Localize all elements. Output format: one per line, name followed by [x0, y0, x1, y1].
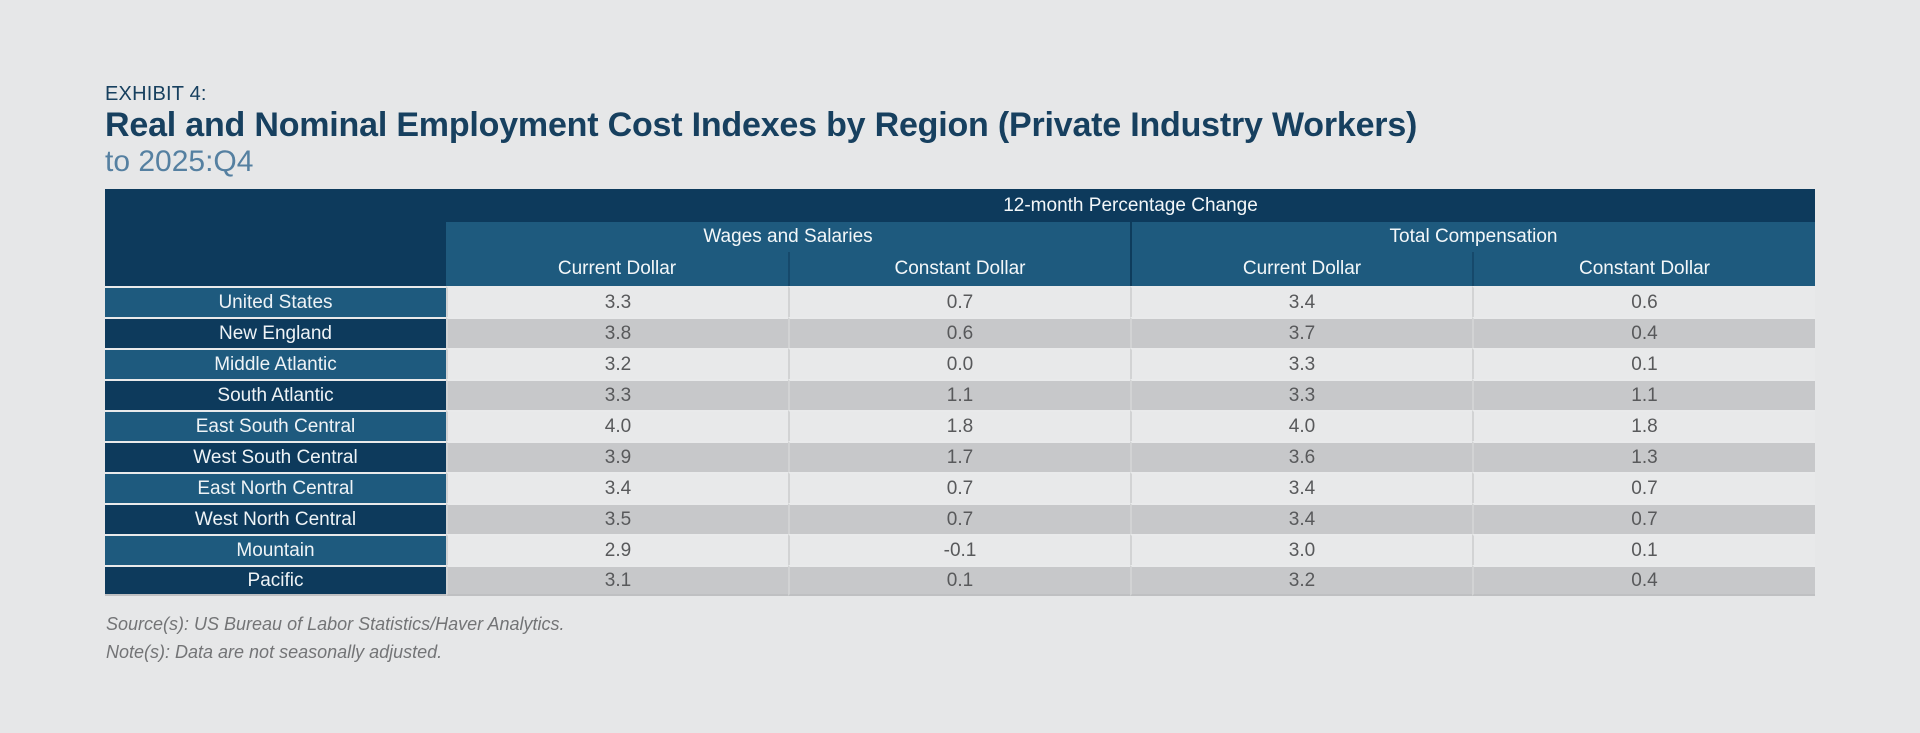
table-row: Mountain 2.9 -0.1 3.0 0.1 [105, 534, 1815, 565]
value-cell: 3.4 [446, 472, 788, 503]
table-row: West South Central 3.9 1.7 3.6 1.3 [105, 441, 1815, 472]
value-cell: 3.4 [1130, 503, 1472, 534]
value-cell: -0.1 [788, 534, 1130, 565]
region-label: East North Central [105, 472, 446, 503]
value-cell: 0.0 [788, 348, 1130, 379]
value-cell: 0.6 [1472, 286, 1815, 317]
value-cell: 3.4 [1130, 472, 1472, 503]
value-cell: 3.8 [446, 317, 788, 348]
column-header-ws-current-dollar: Current Dollar [446, 252, 788, 286]
value-cell: 3.3 [446, 379, 788, 410]
page-subtitle: to 2025:Q4 [105, 145, 254, 178]
value-cell: 0.7 [1472, 472, 1815, 503]
employment-cost-index-table: 12-month Percentage Change Wages and Sal… [105, 189, 1815, 596]
table-row: United States 3.3 0.7 3.4 0.6 [105, 286, 1815, 317]
value-cell: 3.9 [446, 441, 788, 472]
value-cell: 3.6 [1130, 441, 1472, 472]
table-title: 12-month Percentage Change [446, 189, 1815, 222]
value-cell: 3.3 [1130, 348, 1472, 379]
table-row: East North Central 3.4 0.7 3.4 0.7 [105, 472, 1815, 503]
region-label: West South Central [105, 441, 446, 472]
value-cell: 0.4 [1472, 565, 1815, 596]
page-title: Real and Nominal Employment Cost Indexes… [105, 106, 1418, 144]
table-corner-cell [105, 189, 446, 286]
value-cell: 3.1 [446, 565, 788, 596]
value-cell: 1.8 [1472, 410, 1815, 441]
value-cell: 3.4 [1130, 286, 1472, 317]
value-cell: 0.7 [788, 286, 1130, 317]
value-cell: 0.7 [1472, 503, 1815, 534]
region-label: West North Central [105, 503, 446, 534]
title-block: EXHIBIT 4: Real and Nominal Employment C… [105, 82, 1417, 180]
column-header-tc-constant-dollar: Constant Dollar [1472, 252, 1815, 286]
value-cell: 3.3 [446, 286, 788, 317]
region-label: East South Central [105, 410, 446, 441]
value-cell: 3.2 [446, 348, 788, 379]
table-row: South Atlantic 3.3 1.1 3.3 1.1 [105, 379, 1815, 410]
value-cell: 1.7 [788, 441, 1130, 472]
value-cell: 0.1 [1472, 534, 1815, 565]
value-cell: 3.2 [1130, 565, 1472, 596]
value-cell: 1.3 [1472, 441, 1815, 472]
exhibit-label: EXHIBIT 4: [105, 83, 207, 105]
value-cell: 3.5 [446, 503, 788, 534]
column-group-total-compensation: Total Compensation [1130, 222, 1815, 252]
footnotes: Source(s): US Bureau of Labor Statistics… [106, 610, 565, 666]
value-cell: 0.7 [788, 472, 1130, 503]
table-row: Pacific 3.1 0.1 3.2 0.4 [105, 565, 1815, 596]
table-row: West North Central 3.5 0.7 3.4 0.7 [105, 503, 1815, 534]
value-cell: 4.0 [1130, 410, 1472, 441]
table-row: Middle Atlantic 3.2 0.0 3.3 0.1 [105, 348, 1815, 379]
region-label: South Atlantic [105, 379, 446, 410]
value-cell: 1.1 [1472, 379, 1815, 410]
value-cell: 4.0 [446, 410, 788, 441]
table-row: East South Central 4.0 1.8 4.0 1.8 [105, 410, 1815, 441]
region-label: United States [105, 286, 446, 317]
region-label: Mountain [105, 534, 446, 565]
value-cell: 0.7 [788, 503, 1130, 534]
region-label: Middle Atlantic [105, 348, 446, 379]
value-cell: 3.7 [1130, 317, 1472, 348]
column-header-tc-current-dollar: Current Dollar [1130, 252, 1472, 286]
source-line: Source(s): US Bureau of Labor Statistics… [106, 614, 565, 634]
region-label: New England [105, 317, 446, 348]
column-group-wages-and-salaries: Wages and Salaries [446, 222, 1130, 252]
value-cell: 1.1 [788, 379, 1130, 410]
value-cell: 0.6 [788, 317, 1130, 348]
column-header-ws-constant-dollar: Constant Dollar [788, 252, 1130, 286]
region-label: Pacific [105, 565, 446, 596]
table-row: New England 3.8 0.6 3.7 0.4 [105, 317, 1815, 348]
value-cell: 1.8 [788, 410, 1130, 441]
value-cell: 3.0 [1130, 534, 1472, 565]
value-cell: 0.1 [1472, 348, 1815, 379]
value-cell: 2.9 [446, 534, 788, 565]
value-cell: 0.4 [1472, 317, 1815, 348]
value-cell: 0.1 [788, 565, 1130, 596]
note-line: Note(s): Data are not seasonally adjuste… [106, 642, 443, 662]
value-cell: 3.3 [1130, 379, 1472, 410]
